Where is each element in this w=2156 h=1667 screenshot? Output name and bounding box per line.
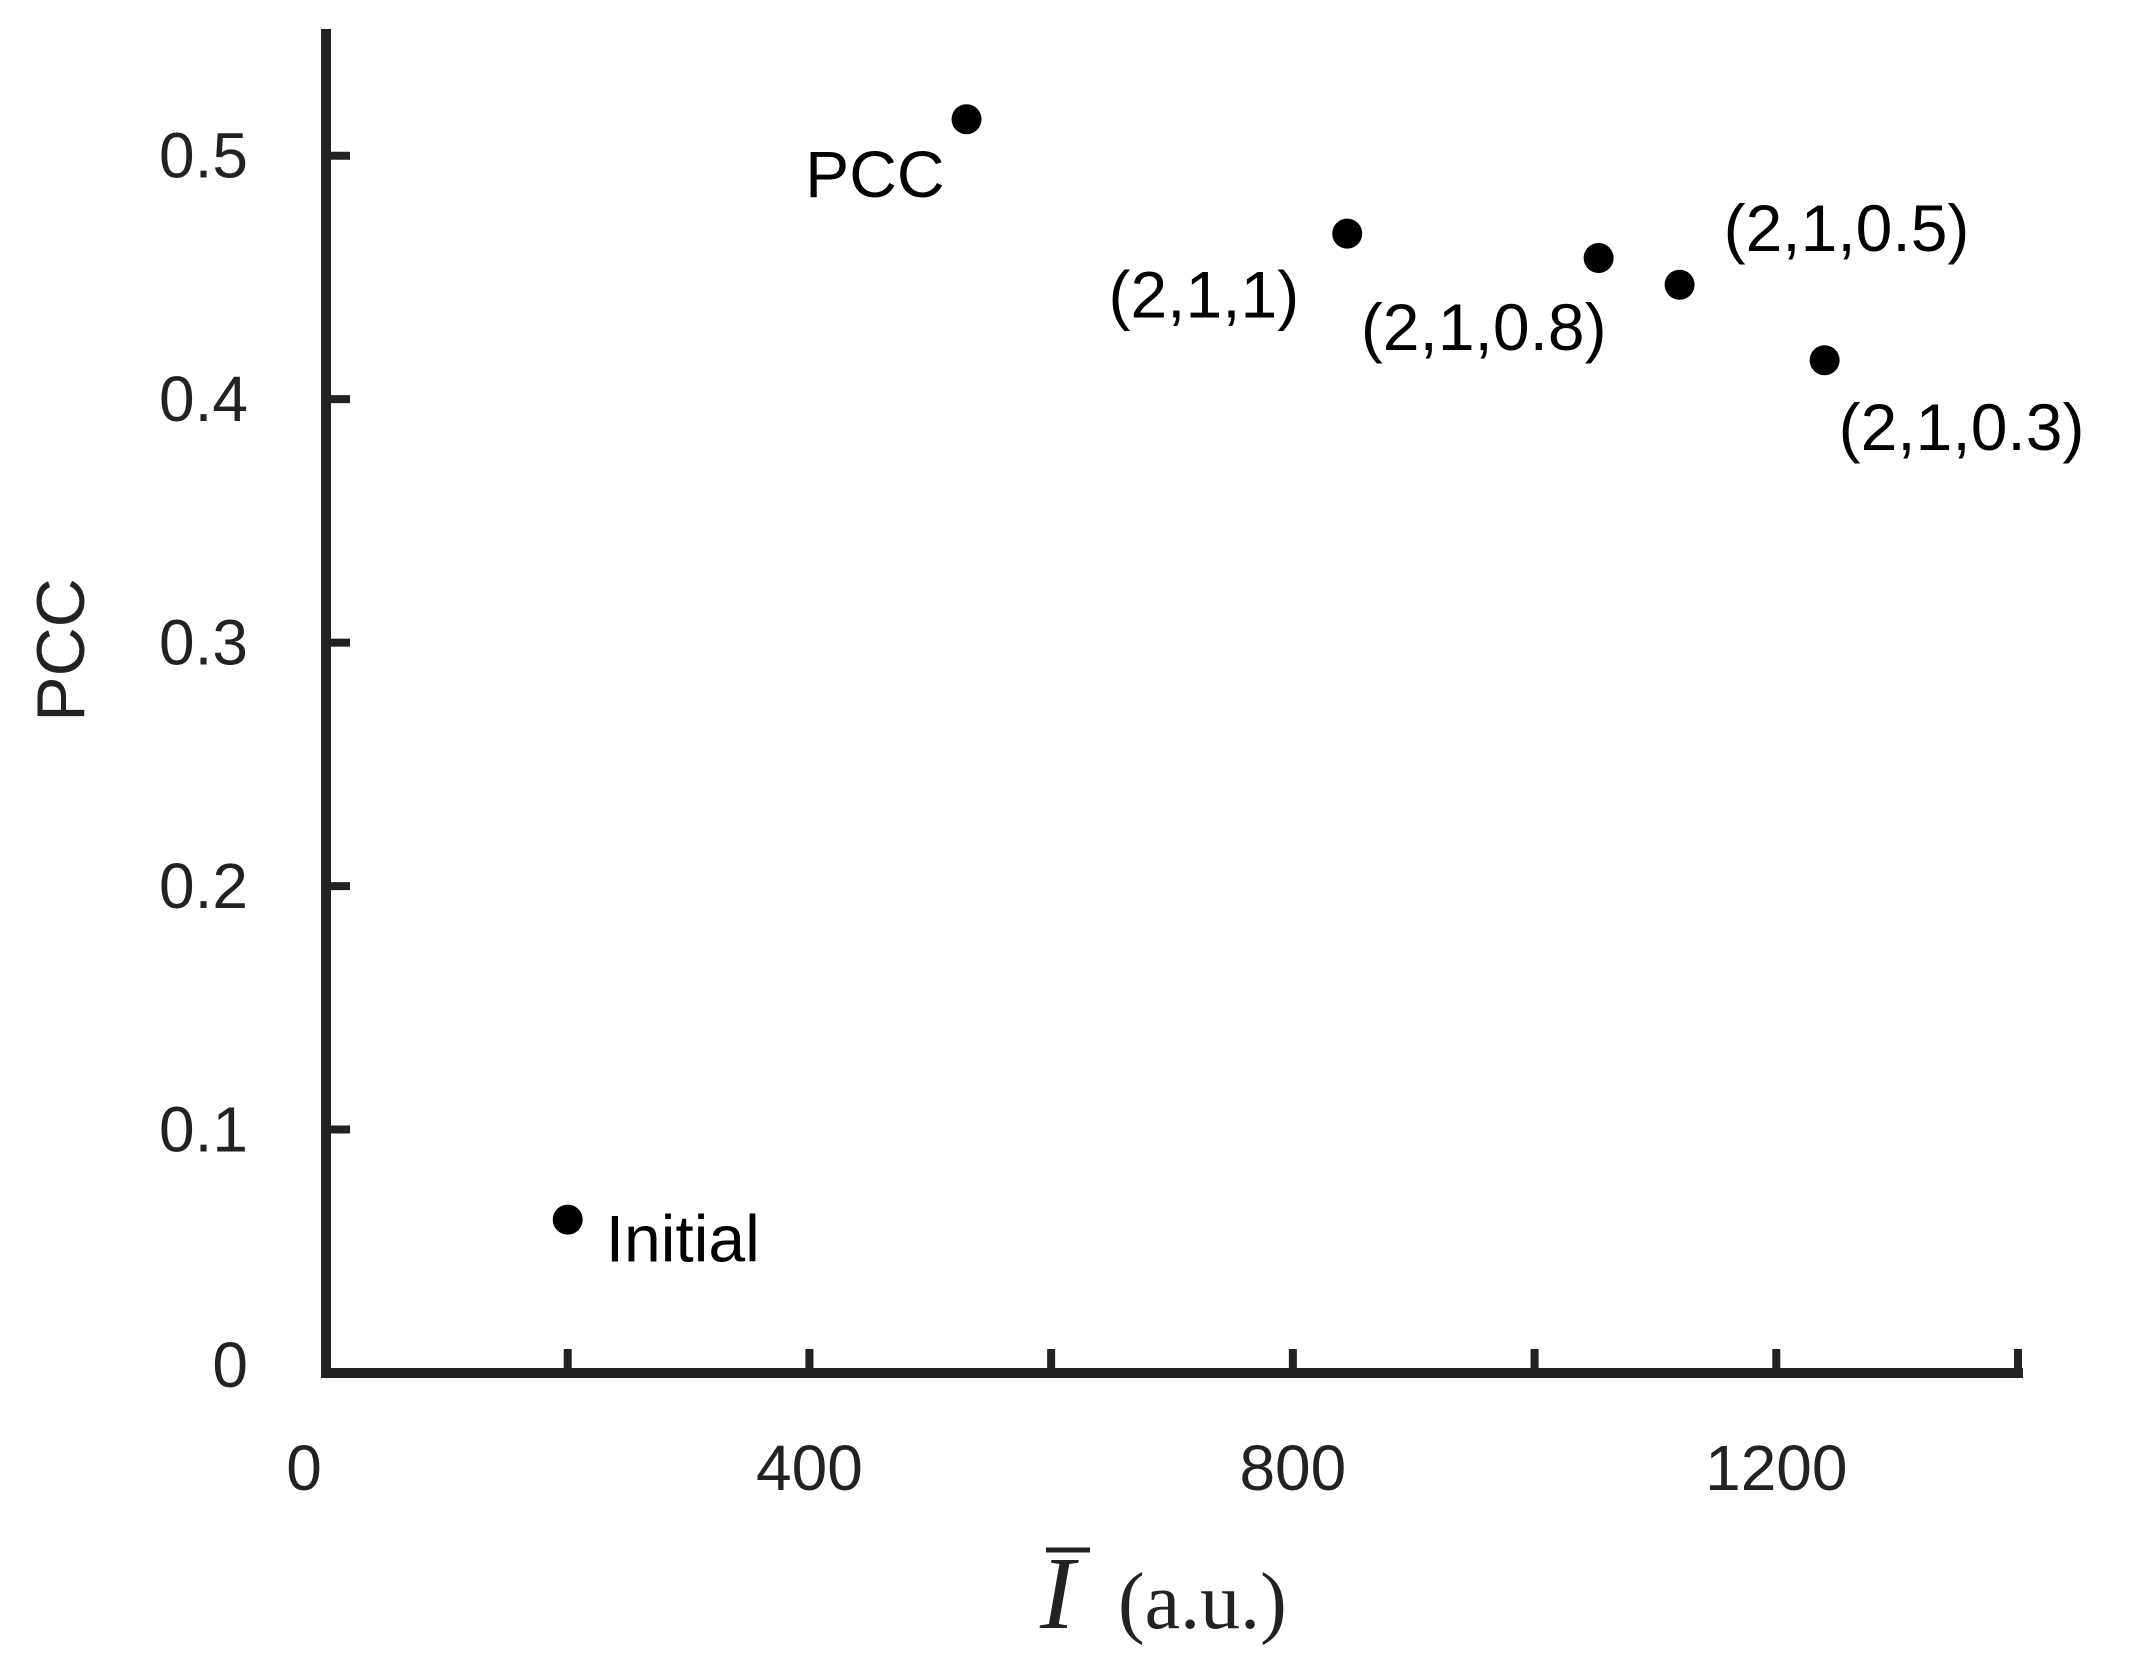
x-tick-label: 0: [286, 1432, 322, 1504]
point-labels: Initial PCC (2,1,1) (2,1,0.8) (2,1,0.5) (2,1,…: [606, 137, 2085, 1275]
axes: [321, 29, 2023, 1378]
y-tick-label: 0.5: [159, 120, 248, 192]
tick-labels: 0 400 800 1200 0 0.1 0.2 0.3 0.4 0.5: [159, 120, 1847, 1504]
data-point-label: (2,1,0.3): [1839, 390, 2085, 464]
data-point: [1664, 269, 1695, 300]
y-tick-label: 0.2: [159, 850, 248, 922]
data-point: [1809, 345, 1840, 376]
y-tick-label: 0.3: [159, 607, 248, 679]
data-point-label: (2,1,1): [1108, 258, 1299, 332]
axis-ticks: [326, 151, 2022, 1373]
data-point: [552, 1204, 583, 1235]
data-point: [1332, 218, 1363, 249]
data-point-label: PCC: [805, 137, 944, 211]
x-axis-label: I (a.u.): [1039, 1536, 1287, 1651]
y-tick-label: 0: [212, 1329, 248, 1401]
x-tick-label: 800: [1239, 1432, 1346, 1504]
y-tick-label: 0.1: [159, 1094, 248, 1166]
y-tick-label: 0.4: [159, 363, 248, 435]
y-axis-label: PCC: [23, 578, 99, 722]
data-point: [951, 104, 982, 135]
data-point-label: (2,1,0.8): [1361, 290, 1607, 364]
x-tick-label: 1200: [1705, 1432, 1847, 1504]
data-points: [552, 104, 1840, 1235]
data-point: [1583, 242, 1614, 273]
x-axis-label-symbol: I: [1039, 1536, 1079, 1651]
x-axis-label-unit: (a.u.): [1118, 1558, 1287, 1646]
data-point-label: Initial: [606, 1202, 760, 1276]
x-tick-label: 400: [756, 1432, 863, 1504]
data-point-label: (2,1,0.5): [1724, 191, 1970, 265]
